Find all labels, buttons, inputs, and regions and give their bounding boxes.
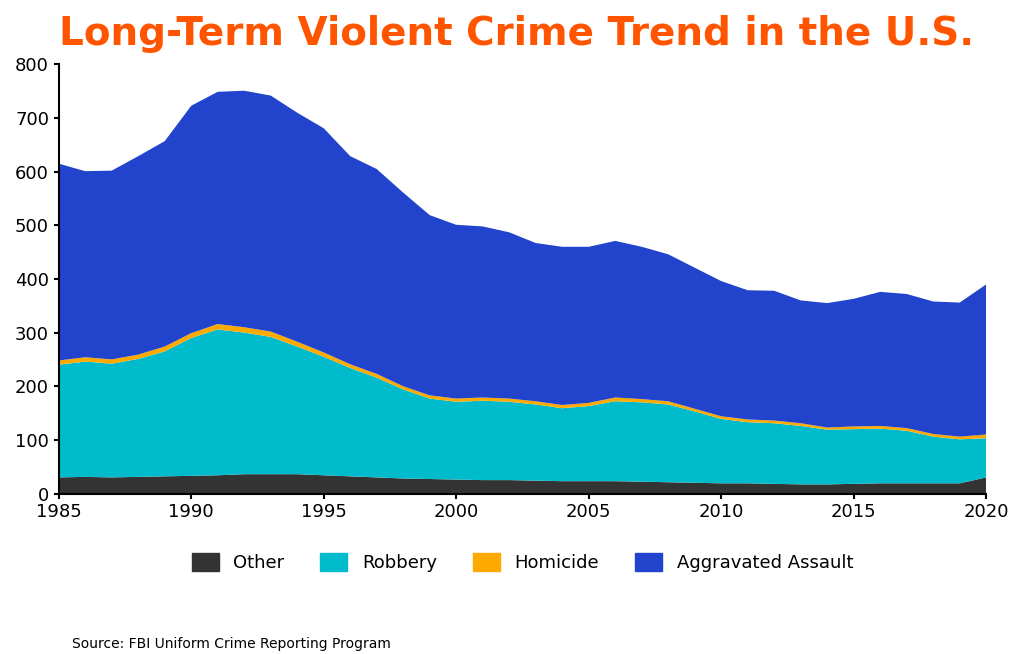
Text: Source: FBI Uniform Crime Reporting Program: Source: FBI Uniform Crime Reporting Prog… — [72, 637, 390, 651]
Text: Long-Term Violent Crime Trend in the U.S.: Long-Term Violent Crime Trend in the U.S… — [58, 15, 974, 53]
Legend: Other, Robbery, Homicide, Aggravated Assault: Other, Robbery, Homicide, Aggravated Ass… — [184, 545, 860, 579]
